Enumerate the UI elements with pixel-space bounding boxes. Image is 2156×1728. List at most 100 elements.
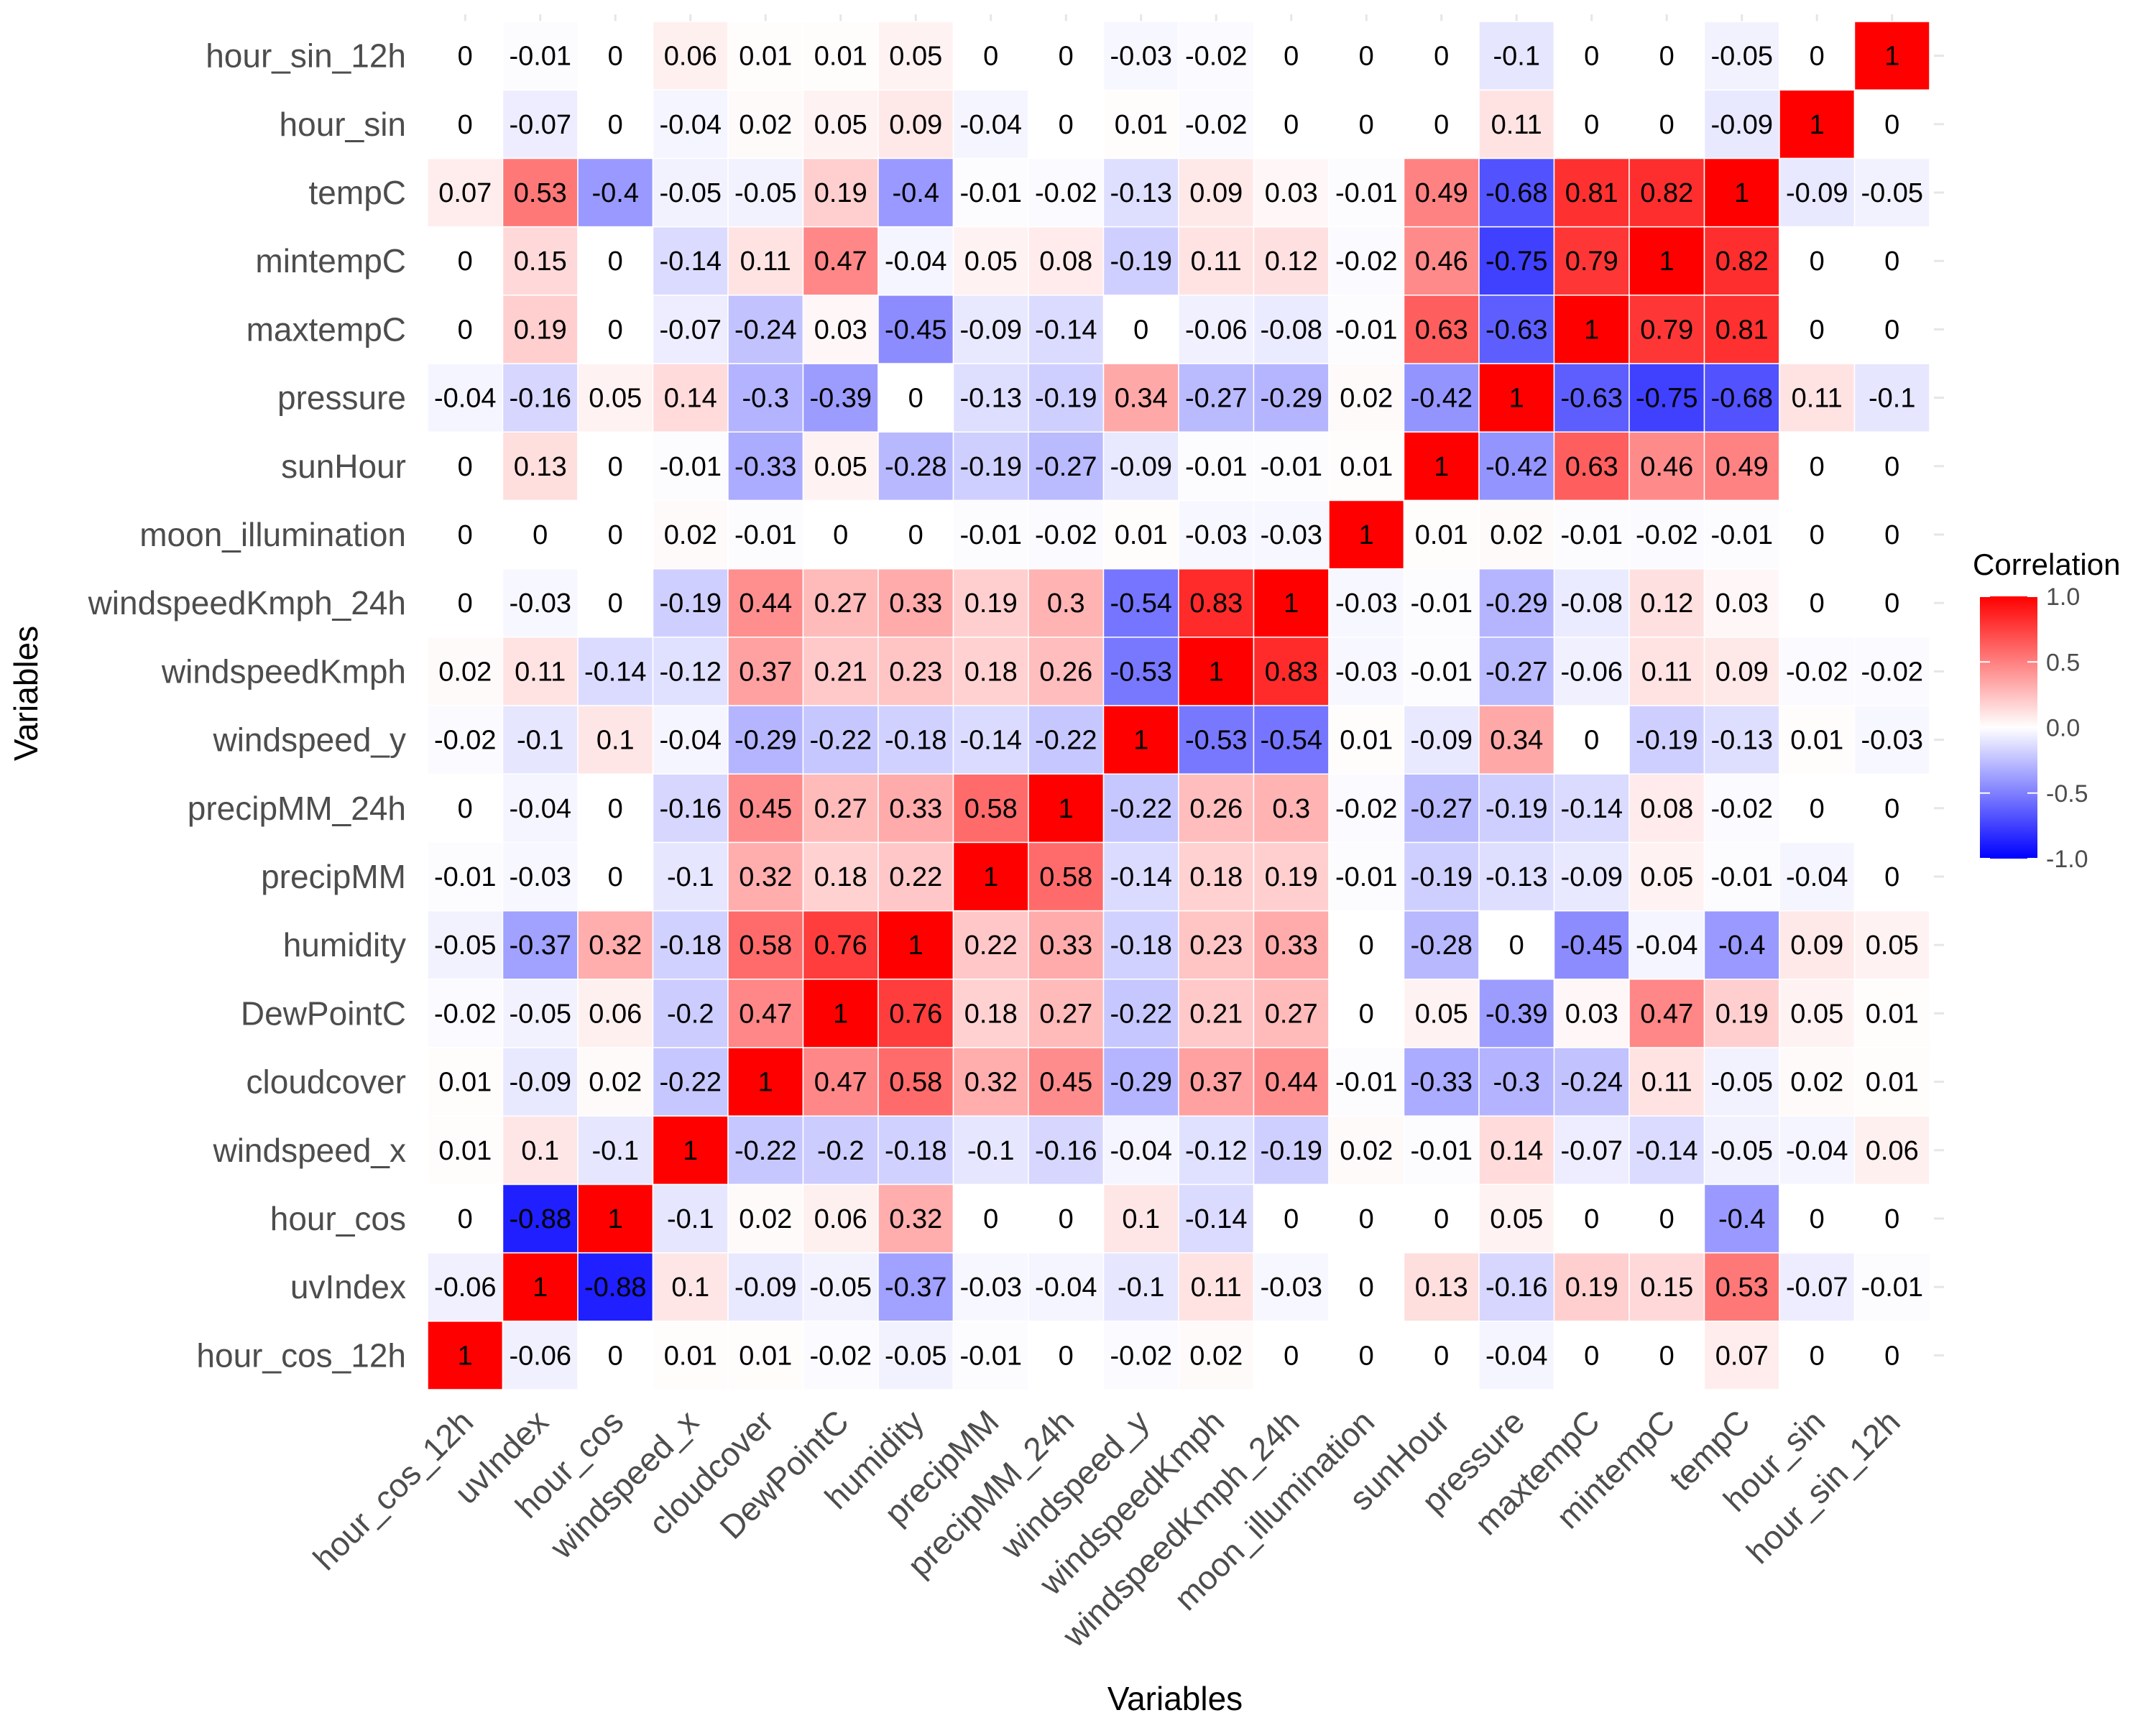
cell-value-label: 0 xyxy=(458,452,473,482)
cell-value-label: 0 xyxy=(458,588,473,619)
heatmap-cell xyxy=(577,910,654,980)
heatmap-cell xyxy=(1028,1183,1105,1254)
y-axis-tick-labels: hour_cos_12h uvIndex hour_cos windspeed_x cl… xyxy=(88,37,406,1374)
cell-value-label: 0.26 xyxy=(1189,794,1243,824)
cell-value-label: -0.18 xyxy=(1110,930,1172,961)
cell-value-label: -0.01 xyxy=(959,520,1022,550)
cell-value-label: 0.01 xyxy=(739,1341,792,1371)
cell-value-label: 0.82 xyxy=(1640,178,1693,208)
heatmap-cell xyxy=(952,499,1029,570)
heatmap-cell xyxy=(1478,431,1555,502)
cell-value-label: 0.46 xyxy=(1415,246,1468,277)
heatmap-cell xyxy=(1779,910,1856,980)
heatmap-cell xyxy=(1328,910,1405,980)
cell-value-label: -0.04 xyxy=(1786,1136,1848,1166)
heatmap-cell xyxy=(1178,1321,1255,1390)
heatmap-cell xyxy=(1253,568,1330,638)
heatmap-cell xyxy=(952,431,1029,502)
cell-value-label: -0.33 xyxy=(1410,1068,1473,1098)
cell-value-label: 0.58 xyxy=(739,930,792,961)
cell-value-label: 0.34 xyxy=(1490,726,1543,756)
cell-value-label: -0.05 xyxy=(659,178,722,208)
cell-value-label: -0.1 xyxy=(1493,42,1540,72)
cell-value-label: -0.04 xyxy=(1786,862,1848,892)
heatmap-cell xyxy=(1628,157,1705,228)
heatmap-cell xyxy=(727,637,804,706)
cell-value-label: 0.22 xyxy=(889,862,942,892)
heatmap-cell xyxy=(502,910,579,980)
heatmap-cell xyxy=(577,363,654,433)
heatmap-cell xyxy=(1853,363,1930,433)
cell-value-label: 0 xyxy=(1810,1204,1825,1234)
cell-value-label: -0.13 xyxy=(1710,726,1773,756)
heatmap-cell xyxy=(1703,637,1780,706)
cell-value-label: 0 xyxy=(1359,110,1374,140)
cell-value-label: 0 xyxy=(1359,42,1374,72)
heatmap-cell xyxy=(1779,431,1856,502)
heatmap-cell xyxy=(502,21,579,91)
cell-value-label: 0 xyxy=(1284,42,1299,72)
cell-value-label: -0.27 xyxy=(1485,657,1548,687)
heatmap-cell xyxy=(502,841,579,912)
cell-value-label: -0.01 xyxy=(1335,1068,1398,1098)
heatmap-cell xyxy=(427,1321,504,1390)
heatmap-cell xyxy=(1028,910,1105,980)
heatmap-cell xyxy=(1102,773,1179,844)
cell-value-label: -0.01 xyxy=(1335,862,1398,892)
heatmap-cell xyxy=(1703,89,1780,160)
cell-value-label: 0.01 xyxy=(1115,110,1168,140)
cell-value-label: 0.09 xyxy=(1790,930,1843,961)
cell-value-label: 0.33 xyxy=(889,588,942,619)
heatmap-cell xyxy=(1853,637,1930,706)
heatmap-cell xyxy=(1102,157,1179,228)
cell-value-label: 0 xyxy=(1059,1204,1074,1234)
cell-value-label: 0 xyxy=(608,520,623,550)
cell-value-label: 0.83 xyxy=(1265,657,1318,687)
heatmap-cell xyxy=(1028,21,1105,91)
heatmap-cell xyxy=(1328,431,1405,502)
heatmap-cell xyxy=(652,1183,729,1254)
cell-value-label: -0.45 xyxy=(1560,930,1623,961)
y-tick-label: humidity xyxy=(283,926,406,964)
cell-value-label: 0.82 xyxy=(1715,246,1769,277)
heatmap-cell xyxy=(427,295,504,364)
cell-value-label: -0.54 xyxy=(1260,726,1322,756)
cell-value-label: -0.1 xyxy=(1869,384,1915,414)
cell-value-label: 1 xyxy=(458,1341,473,1371)
cell-value-label: -0.05 xyxy=(885,1341,947,1371)
cell-value-label: 0 xyxy=(1884,520,1899,550)
heatmap-cell xyxy=(427,1047,504,1117)
legend: Correlation 1.0 0.5 0.0 -0.5 -1.0 xyxy=(1973,547,2120,873)
cell-value-label: -0.05 xyxy=(434,930,497,961)
cell-value-label: 0 xyxy=(1284,1341,1299,1371)
heatmap-cell xyxy=(1178,841,1255,912)
cell-value-label: 0.02 xyxy=(739,110,792,140)
heatmap-cell xyxy=(727,773,804,844)
heatmap-cell xyxy=(1853,89,1930,160)
cell-value-label: 0 xyxy=(1810,315,1825,345)
y-axis-title: Variables xyxy=(7,626,45,761)
heatmap-cell xyxy=(1403,910,1480,980)
heatmap-cell xyxy=(1779,637,1856,706)
heatmap-cell xyxy=(1028,637,1105,706)
cell-value-label: -0.04 xyxy=(1485,1341,1548,1371)
cell-value-label: 0.07 xyxy=(1715,1341,1769,1371)
cell-value-label: 1 xyxy=(683,1136,698,1166)
heatmap-cell xyxy=(802,89,879,160)
cell-value-label: 0 xyxy=(608,246,623,277)
cell-value-label: 0.81 xyxy=(1565,178,1618,208)
cell-value-label: 1 xyxy=(1509,384,1524,414)
heatmap-cell xyxy=(877,841,954,912)
heatmap-cell xyxy=(652,1321,729,1390)
heatmap-cell xyxy=(1553,157,1630,228)
cell-value-label: -0.16 xyxy=(1035,1136,1097,1166)
heatmap-cell xyxy=(952,1115,1029,1186)
heatmap-cell xyxy=(1102,568,1179,638)
cell-value-label: -0.09 xyxy=(1710,110,1773,140)
cell-value-label: -0.04 xyxy=(885,246,947,277)
cell-value-label: -0.01 xyxy=(1410,657,1473,687)
heatmap-cell xyxy=(427,910,504,980)
cell-value-label: 0 xyxy=(983,1204,998,1234)
cell-value-label: 0 xyxy=(608,42,623,72)
y-tick-label: hour_sin_12h xyxy=(206,37,406,75)
